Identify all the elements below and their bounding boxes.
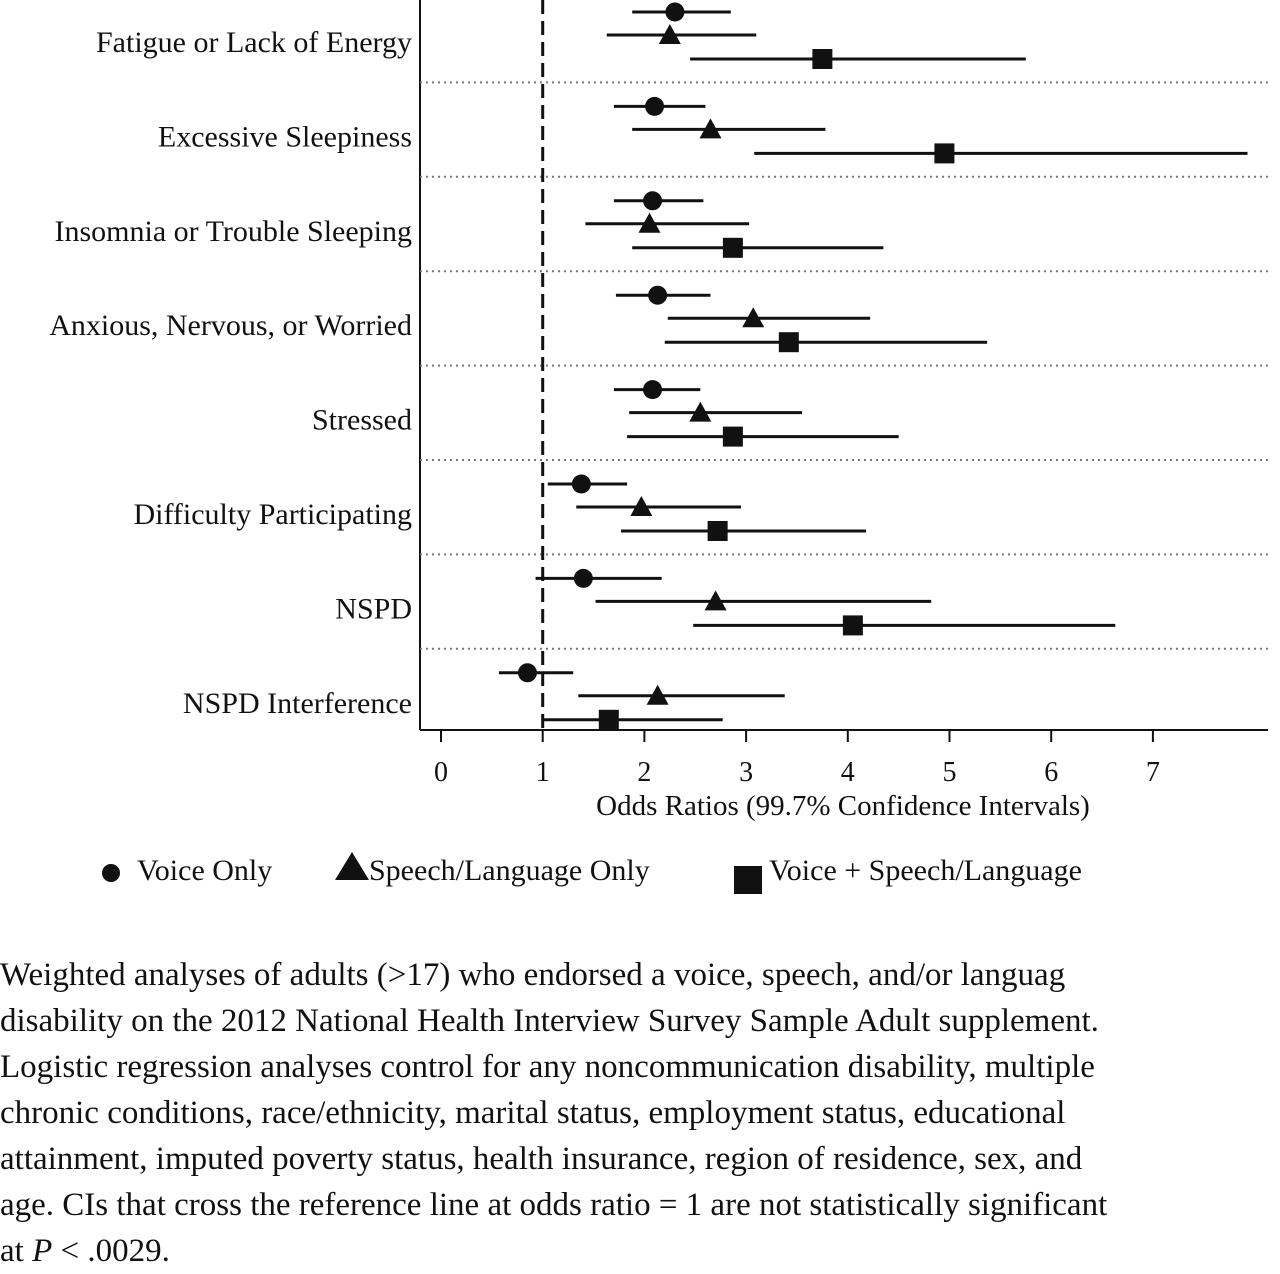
caption-line: disability on the 2012 National Health I…: [0, 1003, 1099, 1039]
row-separators: [420, 81, 1268, 650]
square-marker: [722, 237, 743, 258]
square-marker: [707, 521, 728, 541]
x-tick-label: 2: [637, 757, 651, 788]
triangle-marker: [699, 118, 722, 139]
series-circle: [498, 2, 731, 683]
x-axis: 0 1 2 3 4 5 6 7: [434, 730, 1160, 788]
triangle-marker: [704, 590, 727, 611]
triangle-marker: [689, 401, 712, 422]
category-label: Stressed: [312, 404, 412, 437]
caption-line: Weighted analyses of adults (>17) who en…: [0, 957, 1066, 993]
x-tick-label: 0: [434, 757, 448, 788]
legend-item: Voice + Speech/Language: [734, 854, 1082, 894]
legend-circle-icon: [102, 864, 120, 882]
x-tick-label: 5: [943, 757, 957, 788]
legend-label: Voice Only: [137, 854, 272, 887]
square-marker: [778, 332, 799, 353]
category-label: Fatigue or Lack of Energy: [96, 26, 412, 59]
circle-marker: [665, 2, 685, 22]
category-labels: Fatigue or Lack of Energy Excessive Sleep…: [49, 26, 412, 720]
figure-caption: Weighted analyses of adults (>17) who en…: [0, 952, 1280, 1274]
category-label: Difficulty Participating: [133, 498, 412, 531]
legend-item: Speech/Language Only: [335, 852, 650, 887]
category-label: NSPD: [335, 592, 412, 625]
circle-marker: [643, 380, 663, 400]
circle-marker: [573, 568, 593, 588]
series-marks: [498, 2, 1248, 730]
caption-last-line: at P < .0029.: [0, 1228, 1280, 1274]
x-tick-label: 7: [1146, 757, 1160, 788]
caption-prefix: at: [0, 1233, 33, 1269]
square-marker: [934, 143, 955, 164]
circle-marker: [645, 96, 665, 116]
triangle-marker: [742, 307, 765, 328]
triangle-marker: [630, 496, 653, 516]
x-tick-label: 4: [841, 757, 855, 788]
caption-line: Logistic regression analyses control for…: [0, 1049, 1095, 1085]
category-label: Anxious, Nervous, or Worried: [49, 309, 412, 342]
category-label: Excessive Sleepiness: [158, 120, 412, 153]
square-marker: [598, 709, 619, 730]
series-triangle: [576, 24, 932, 705]
legend-label: Voice + Speech/Language: [769, 854, 1082, 887]
legend: Voice Only Speech/Language Only Voice + Sp…: [102, 852, 1082, 894]
forest-plot: Fatigue or Lack of Energy Excessive Sleep…: [49, 0, 1268, 894]
caption-p-symbol: P: [32, 1233, 53, 1269]
legend-label: Speech/Language Only: [369, 854, 650, 887]
category-label: NSPD Interference: [183, 687, 412, 720]
square-marker: [842, 615, 863, 636]
triangle-marker: [646, 684, 669, 705]
circle-marker: [571, 474, 591, 494]
triangle-marker: [658, 24, 681, 44]
caption-suffix: < .0029.: [52, 1233, 170, 1269]
x-tick-label: 3: [739, 757, 753, 788]
category-label: Insomnia or Trouble Sleeping: [55, 215, 413, 248]
caption-line: attainment, imputed poverty status, heal…: [0, 1141, 1083, 1177]
square-marker: [722, 426, 743, 447]
square-marker: [812, 49, 833, 69]
triangle-marker: [638, 212, 661, 233]
legend-square-icon: [734, 866, 762, 894]
series-square: [542, 49, 1248, 730]
circle-marker: [648, 285, 668, 305]
legend-item: Voice Only: [102, 854, 272, 887]
x-tick-label: 1: [536, 757, 550, 788]
caption-line: chronic conditions, race/ethnicity, mari…: [0, 1095, 1066, 1131]
x-axis-title: Odds Ratios (99.7% Confidence Intervals): [596, 790, 1090, 822]
x-tick-label: 6: [1044, 757, 1058, 788]
circle-marker: [643, 191, 663, 211]
legend-triangle-icon: [335, 852, 369, 880]
circle-marker: [517, 663, 537, 683]
caption-line: age. CIs that cross the reference line a…: [0, 1187, 1108, 1223]
